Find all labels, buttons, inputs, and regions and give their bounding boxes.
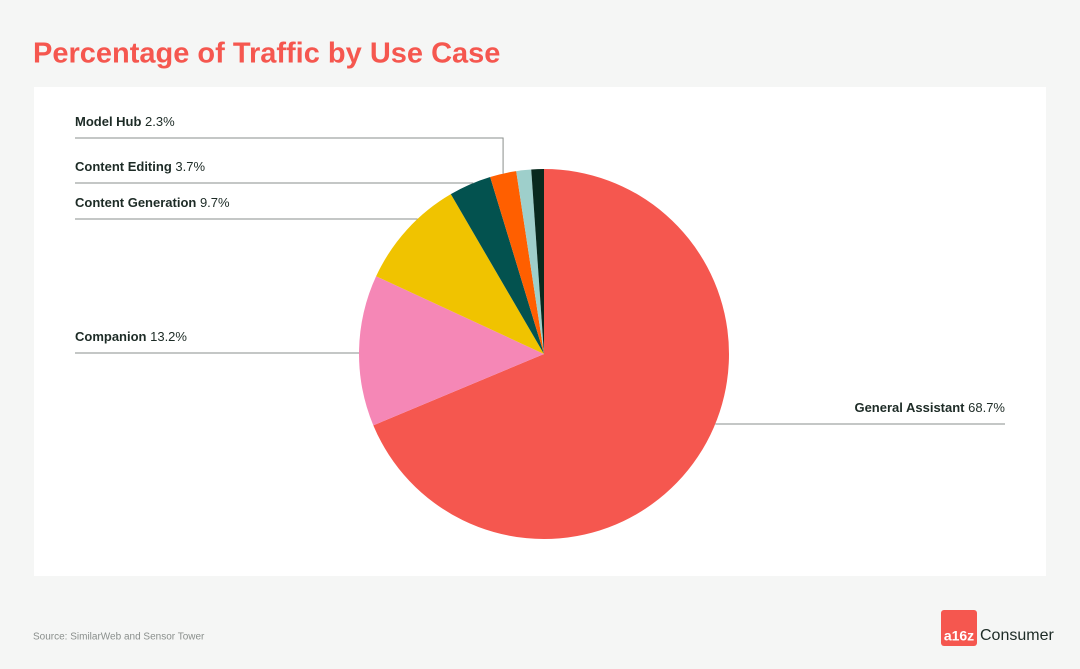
category-label: General Assistant (854, 400, 965, 415)
data-label: General Assistant 68.7% (854, 400, 1005, 415)
pie-slice (376, 194, 544, 354)
logo-box (941, 610, 977, 646)
leader-line (75, 137, 504, 174)
data-label: Model Hub 2.3% (75, 114, 175, 129)
value-label: 2.3% (141, 114, 175, 129)
category-label: Content Generation (75, 195, 196, 210)
value-label: 13.2% (147, 329, 188, 344)
pie-slice (359, 276, 544, 426)
logo-mark: a16z (944, 628, 974, 644)
logo-text: Consumer (980, 627, 1054, 644)
data-label: Content Editing 3.7% (75, 159, 205, 174)
value-label: 9.7% (196, 195, 230, 210)
data-label: Companion 13.2% (75, 329, 187, 344)
chart-title: Percentage of Traffic by Use Case (33, 38, 500, 70)
category-label: Companion (75, 329, 147, 344)
pie-slice (516, 169, 544, 354)
pie-slice (450, 177, 544, 354)
pie-slice (373, 169, 729, 540)
value-label: 3.7% (172, 159, 206, 174)
category-label: Content Editing (75, 159, 172, 174)
source: Source: SimilarWeb and Sensor Tower (33, 632, 205, 643)
data-label: Content Generation 9.7% (75, 195, 230, 210)
pie-slice (490, 171, 544, 354)
pie-slice (531, 169, 544, 354)
value-label: 68.7% (965, 400, 1006, 415)
category-label: Model Hub (75, 114, 141, 129)
